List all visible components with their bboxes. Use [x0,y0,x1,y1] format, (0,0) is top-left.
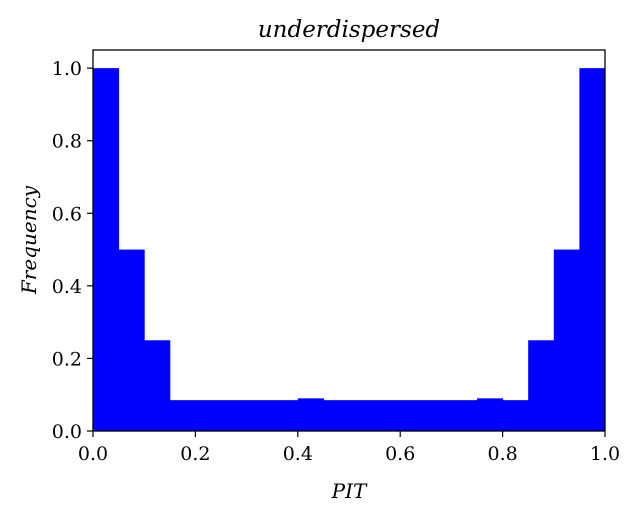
y-tick-label-5: 1.0 [52,58,82,80]
histogram-bar-2 [144,340,171,431]
x-tick-label-1: 0.2 [180,443,210,465]
y-tick-label-2: 0.4 [52,276,82,298]
histogram-bar-5 [221,400,248,431]
histogram-bar-17 [528,340,555,431]
x-axis-label: PIT [331,479,368,503]
histogram-bar-9 [323,400,350,431]
histogram-bar-8 [297,398,324,431]
chart-title: underdispersed [258,17,440,43]
y-axis-label: Frequency [17,185,41,295]
y-tick-label-1: 0.2 [52,348,82,370]
histogram-bar-6 [246,400,273,431]
x-tick-label-5: 1.0 [590,443,620,465]
histogram-bar-4 [195,400,222,431]
histogram-bar-15 [477,398,504,431]
histogram-bar-14 [451,400,478,431]
histogram-bar-10 [349,400,376,431]
histogram-bar-0 [93,68,120,432]
histogram-bar-1 [118,249,145,431]
x-tick-label-0: 0.0 [78,443,108,465]
y-tick-label-4: 0.8 [52,131,82,153]
x-tick-label-2: 0.4 [283,443,313,465]
histogram-bar-7 [272,400,299,431]
y-tick-label-3: 0.6 [52,203,82,225]
y-axis-ticks: 0.0 0.2 0.4 0.6 0.8 1.0 [52,58,93,443]
histogram-bar-16 [502,400,529,431]
x-tick-label-4: 0.8 [487,443,517,465]
y-tick-label-0: 0.0 [52,421,82,443]
x-tick-label-3: 0.6 [385,443,415,465]
plot-frame [92,49,606,432]
histogram-bar-13 [425,400,452,431]
histogram-bar-18 [553,249,580,431]
x-axis-ticks: 0.0 0.2 0.4 0.6 0.8 1.0 [78,431,620,465]
histogram-bar-3 [169,400,196,431]
histogram-bars [93,68,606,432]
histogram-bar-12 [400,400,427,431]
histogram-bar-19 [579,68,606,432]
histogram-bar-11 [374,400,401,431]
